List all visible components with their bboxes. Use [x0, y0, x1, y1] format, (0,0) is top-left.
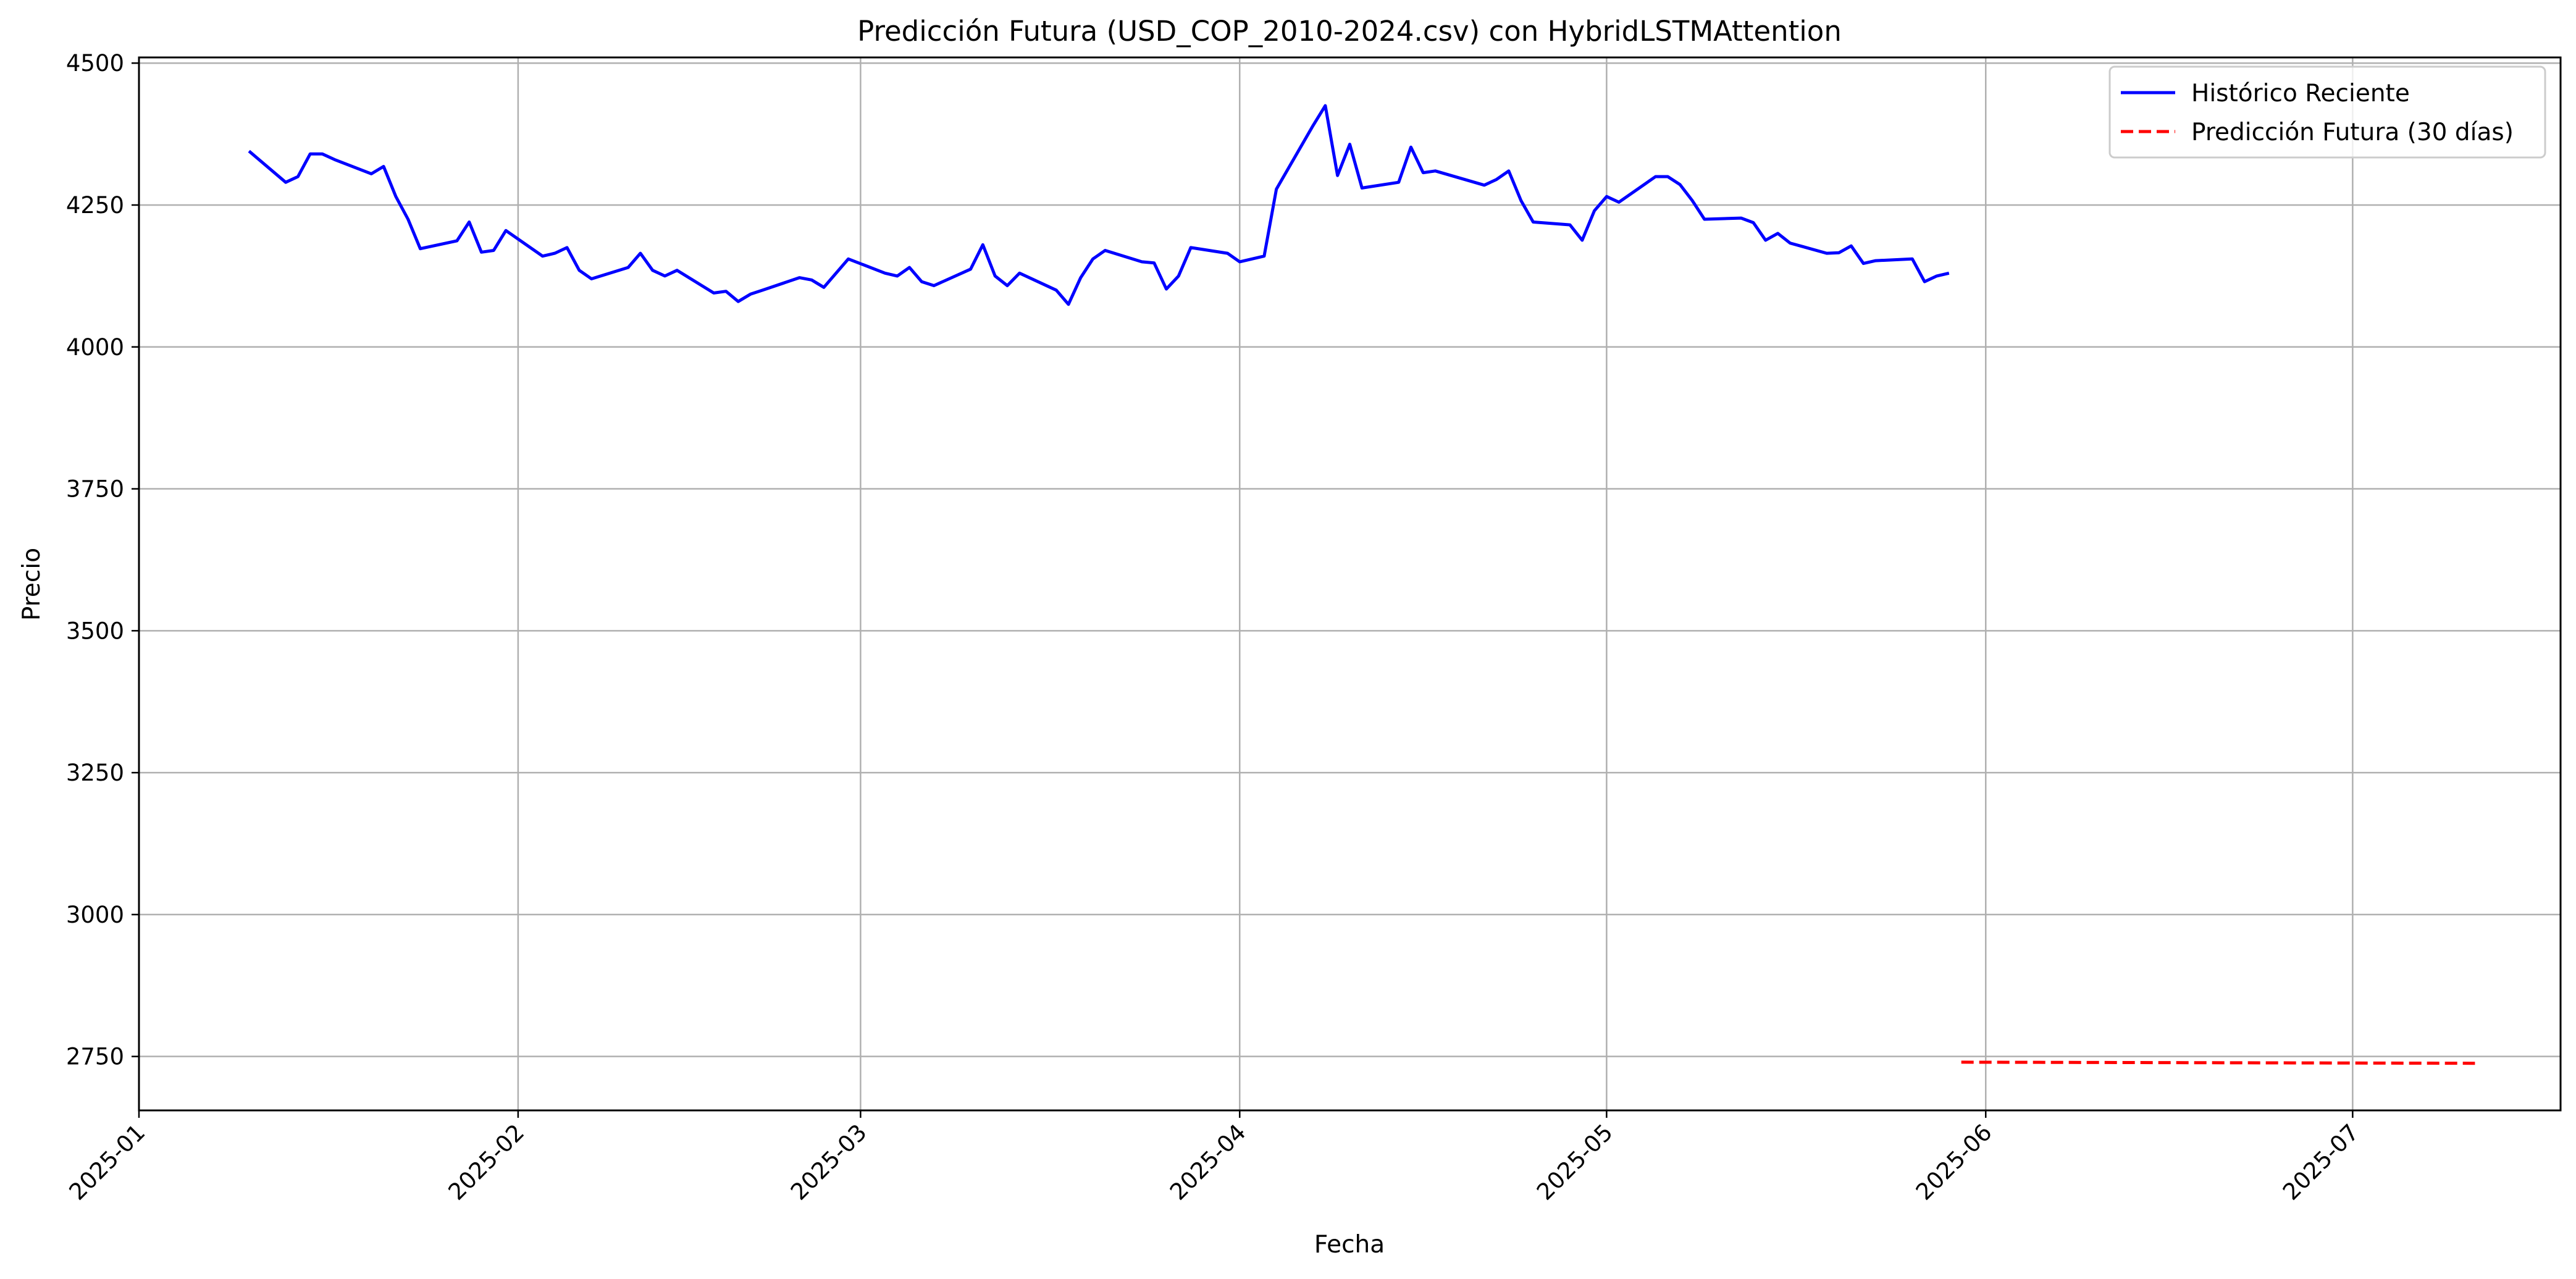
y-tick-label: 2750 [66, 1044, 124, 1070]
legend-label-prediccion: Predicción Futura (30 días) [2191, 119, 2514, 146]
y-tick-label: 4000 [66, 334, 124, 361]
y-tick-label: 3000 [66, 902, 124, 928]
y-tick-label: 4250 [66, 192, 124, 219]
chart-title: Predicción Futura (USD_COP_2010-2024.csv… [857, 15, 1842, 48]
y-tick-label: 3250 [66, 760, 124, 786]
series-line-prediccion [1961, 1060, 2475, 1065]
plot-frame [138, 56, 2562, 1112]
y-tick-label: 4500 [66, 50, 124, 77]
y-axis-label: Precio [18, 548, 46, 621]
legend-label-historico: Histórico Reciente [2191, 80, 2410, 107]
x-axis-label: Fecha [1314, 1231, 1385, 1259]
grid-lines [138, 57, 2561, 1110]
y-tick-label: 3750 [66, 476, 124, 503]
series-line-historico [248, 104, 1950, 306]
legend: Histórico Reciente Predicción Futura (30… [2108, 65, 2546, 159]
series-layer [248, 104, 2475, 1065]
y-tick-label: 3500 [66, 618, 124, 644]
legend-box [2108, 65, 2546, 159]
